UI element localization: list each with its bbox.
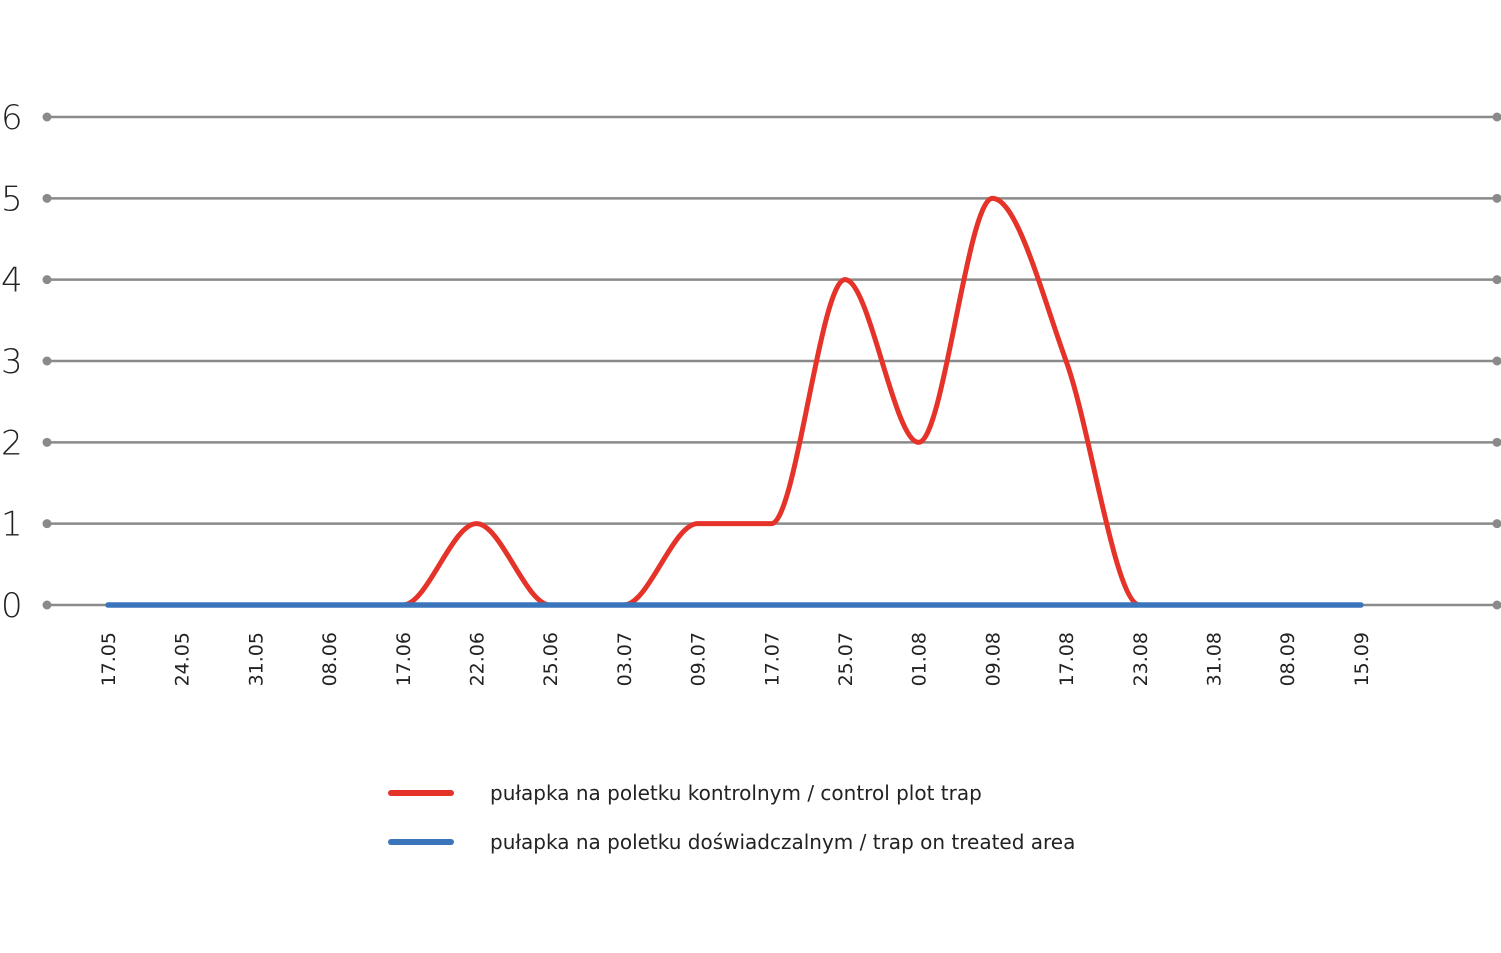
x-tick-label: 09.08 <box>982 632 1004 686</box>
x-tick-label: 01.08 <box>909 632 931 686</box>
series-lines <box>105 195 1364 608</box>
gridline-right-dot <box>1492 112 1501 122</box>
x-tick-label: 17.05 <box>98 632 120 686</box>
legend-label-1: pułapka na poletku kontrolnym / control … <box>490 781 982 805</box>
gridline-left-dot <box>42 356 52 366</box>
y-tick-label: 6 <box>1 98 23 138</box>
x-tick-label: 25.07 <box>835 632 857 686</box>
x-tick-label: 25.06 <box>540 632 562 686</box>
x-tick-label: 15.09 <box>1351 632 1373 686</box>
x-tick-label: 08.06 <box>319 632 341 686</box>
y-tick-label: 1 <box>1 505 23 545</box>
x-tick-label: 31.08 <box>1204 632 1226 686</box>
gridlines <box>42 112 1501 610</box>
gridline-right-dot <box>1492 600 1501 610</box>
y-tick-label: 4 <box>1 261 23 301</box>
gridline-left-dot <box>42 600 52 610</box>
x-tick-label: 17.06 <box>393 632 415 686</box>
series-line-1 <box>105 195 1364 608</box>
gridline-right-dot <box>1492 437 1501 447</box>
x-tick-label: 24.05 <box>172 632 194 686</box>
y-tick-label: 2 <box>1 423 23 463</box>
y-axis-ticks: 0 1 2 3 4 5 6 <box>1 98 23 626</box>
x-tick-label: 09.07 <box>688 632 710 686</box>
gridline-left-dot <box>42 275 52 285</box>
y-tick-label: 5 <box>1 179 23 219</box>
x-tick-label: 03.07 <box>614 632 636 686</box>
x-tick-label: 31.05 <box>245 632 267 686</box>
gridline-left-dot <box>42 437 52 447</box>
x-tick-label: 23.08 <box>1130 632 1152 686</box>
y-tick-label: 0 <box>1 586 23 626</box>
legend-label-2: pułapka na poletku doświadczalnym / trap… <box>490 830 1075 854</box>
gridline-left-dot <box>42 193 52 203</box>
gridline-right-dot <box>1492 356 1501 366</box>
x-tick-label: 17.08 <box>1056 632 1078 686</box>
gridline-right-dot <box>1492 193 1501 203</box>
gridline-left-dot <box>42 519 52 529</box>
x-tick-label: 22.06 <box>467 632 489 686</box>
legend: pułapka na poletku kontrolnym / control … <box>388 781 1075 854</box>
x-tick-label: 17.07 <box>761 632 783 686</box>
x-axis-ticks: 17.05 24.05 31.05 08.06 17.06 22.06 25.06 03.07… <box>98 632 1373 686</box>
x-tick-label: 08.09 <box>1277 632 1299 686</box>
y-tick-label: 3 <box>1 342 23 382</box>
gridline-right-dot <box>1492 275 1501 285</box>
gridline-right-dot <box>1492 519 1501 529</box>
gridline-left-dot <box>42 112 52 122</box>
